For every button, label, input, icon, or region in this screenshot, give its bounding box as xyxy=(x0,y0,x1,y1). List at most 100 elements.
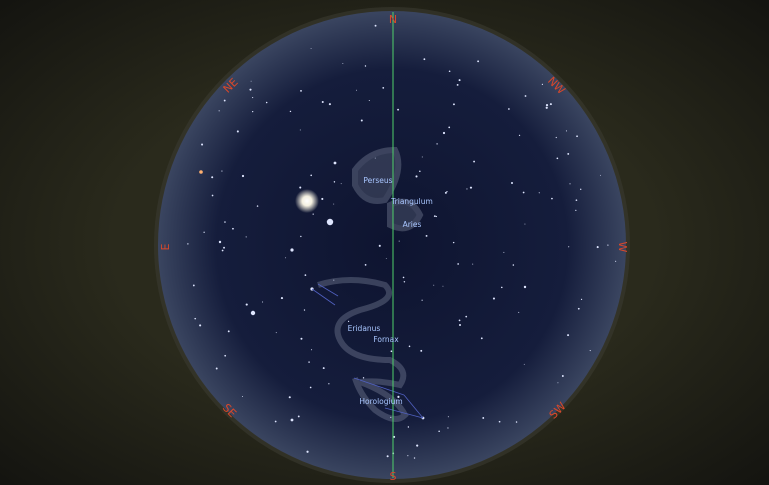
star xyxy=(425,234,428,237)
star xyxy=(288,396,291,399)
star xyxy=(333,279,335,281)
star xyxy=(364,263,367,266)
moon xyxy=(295,189,319,213)
star xyxy=(545,106,548,109)
star xyxy=(447,416,449,418)
star xyxy=(524,223,526,225)
star xyxy=(309,386,312,389)
star xyxy=(421,156,423,158)
star xyxy=(300,235,302,238)
star xyxy=(492,297,496,300)
star xyxy=(300,337,303,340)
star xyxy=(321,101,324,104)
star xyxy=(465,315,468,318)
star xyxy=(333,181,336,183)
star xyxy=(402,276,405,279)
star xyxy=(511,182,513,184)
star xyxy=(224,354,227,357)
star xyxy=(589,350,591,352)
star xyxy=(567,334,570,337)
star xyxy=(556,157,559,160)
star xyxy=(223,246,225,249)
star xyxy=(312,213,314,215)
star xyxy=(436,143,438,145)
star xyxy=(280,297,284,300)
star xyxy=(442,131,446,135)
star xyxy=(385,257,387,259)
star xyxy=(362,377,365,379)
star xyxy=(452,103,455,106)
star xyxy=(218,240,222,244)
sky-disc xyxy=(158,11,626,479)
star xyxy=(187,243,189,245)
star xyxy=(290,418,294,422)
star xyxy=(500,286,503,289)
star xyxy=(568,246,570,248)
star xyxy=(201,143,204,146)
star xyxy=(360,119,363,122)
star xyxy=(419,170,421,172)
star xyxy=(523,363,525,365)
star xyxy=(447,427,449,429)
star xyxy=(423,58,426,61)
star xyxy=(211,194,214,197)
star xyxy=(600,174,601,176)
star xyxy=(250,310,256,316)
star xyxy=(242,395,244,397)
star xyxy=(482,417,485,419)
star xyxy=(397,395,400,398)
star xyxy=(285,257,287,259)
star xyxy=(508,108,510,110)
star xyxy=(299,186,302,189)
star xyxy=(192,284,195,287)
star xyxy=(433,215,436,217)
star xyxy=(472,263,474,265)
constellation-label: Horologium xyxy=(359,397,402,406)
constellation-label: Fornax xyxy=(373,335,399,344)
star xyxy=(232,227,234,230)
star xyxy=(364,65,367,67)
constellation-lines xyxy=(311,283,424,419)
compass-label: N xyxy=(389,13,397,26)
star xyxy=(575,199,578,201)
star xyxy=(549,103,552,106)
star xyxy=(541,83,543,85)
compass-label: E xyxy=(159,243,172,250)
star xyxy=(596,246,599,249)
star xyxy=(250,80,252,82)
star xyxy=(577,307,580,310)
star xyxy=(393,435,396,438)
star xyxy=(433,284,435,286)
star xyxy=(290,248,294,252)
star xyxy=(607,244,609,246)
compass-label: S xyxy=(390,470,397,483)
star xyxy=(561,375,564,377)
star xyxy=(211,176,214,179)
star xyxy=(194,317,197,320)
star xyxy=(321,197,324,201)
star xyxy=(444,191,447,194)
star xyxy=(456,83,459,86)
star xyxy=(342,63,344,64)
star xyxy=(245,236,247,238)
star xyxy=(223,99,226,102)
star xyxy=(435,215,437,218)
star xyxy=(265,101,268,104)
star xyxy=(300,89,302,92)
star xyxy=(199,324,202,327)
star xyxy=(306,450,309,453)
star xyxy=(421,299,423,301)
constellation-label: Triangulum xyxy=(390,197,433,206)
star xyxy=(297,415,300,418)
star xyxy=(390,416,392,419)
star xyxy=(415,175,418,178)
star xyxy=(457,263,459,265)
star xyxy=(408,345,411,348)
star xyxy=(322,367,325,370)
star xyxy=(448,126,451,129)
star xyxy=(576,135,578,138)
star xyxy=(512,264,515,266)
star xyxy=(328,103,331,106)
star xyxy=(503,251,505,253)
star xyxy=(378,244,381,247)
